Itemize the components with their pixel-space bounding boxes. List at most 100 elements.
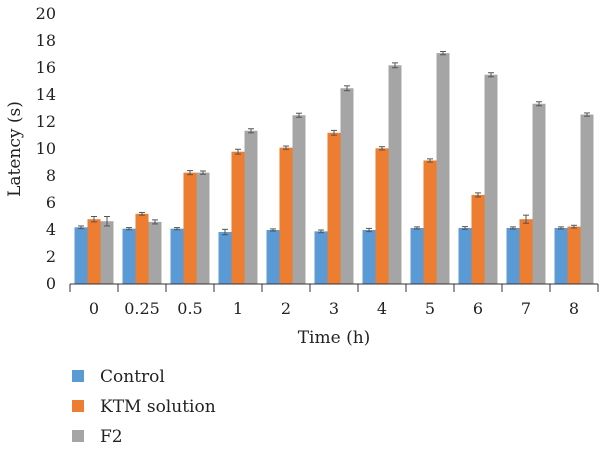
bar xyxy=(170,228,184,284)
error-bar xyxy=(283,145,289,150)
y-tick-label: 4 xyxy=(46,220,56,239)
error-bar xyxy=(126,227,132,231)
error-bar xyxy=(379,146,385,151)
bar xyxy=(183,172,197,284)
bar xyxy=(135,213,149,284)
error-bar xyxy=(488,72,494,78)
error-bar xyxy=(318,229,324,234)
error-bar xyxy=(152,219,158,225)
error-bar xyxy=(571,224,577,229)
y-tick-label: 0 xyxy=(46,274,56,293)
error-bar xyxy=(475,192,481,198)
x-tick-label: 1 xyxy=(233,299,243,318)
bar xyxy=(362,230,376,284)
bar xyxy=(218,232,232,284)
bar xyxy=(340,88,354,284)
error-bar xyxy=(462,226,468,230)
bar xyxy=(279,147,293,284)
x-tick-label: 0 xyxy=(89,299,99,318)
bar xyxy=(74,227,88,284)
y-axis-title-text: Latency (s) xyxy=(5,101,25,197)
error-bar xyxy=(558,226,564,230)
y-tick-label: 14 xyxy=(36,85,56,104)
error-bar xyxy=(440,51,446,56)
error-bar xyxy=(187,170,193,176)
legend-item: Control xyxy=(72,367,165,387)
bar xyxy=(266,230,280,284)
bar xyxy=(388,65,402,284)
error-bar xyxy=(584,112,590,117)
x-tick-label: 7 xyxy=(521,299,531,318)
bar xyxy=(436,53,450,285)
legend: Control KTM solution F2 xyxy=(72,367,216,447)
bar xyxy=(532,103,546,285)
error-bar xyxy=(248,128,254,134)
legend-item: F2 xyxy=(72,427,123,447)
bar xyxy=(100,221,114,284)
error-bar xyxy=(104,216,110,227)
error-bar xyxy=(392,62,398,69)
error-bars xyxy=(78,51,590,236)
x-axis-tick-labels: 0 0.25 0.5 1 2 3 4 5 6 7 8 xyxy=(89,299,579,318)
error-bar xyxy=(510,226,516,230)
y-axis-title: Latency (s) xyxy=(5,101,25,197)
x-axis-title: Time (h) xyxy=(298,328,371,348)
bar xyxy=(292,115,306,284)
bars xyxy=(74,53,594,285)
error-bar xyxy=(235,148,241,155)
bar xyxy=(580,114,594,284)
error-bar xyxy=(78,225,84,230)
legend-swatch xyxy=(72,400,84,412)
bar xyxy=(567,226,581,284)
bar xyxy=(484,74,498,284)
error-bar xyxy=(200,170,206,175)
x-tick-label: 0.25 xyxy=(124,299,160,318)
bar xyxy=(506,227,520,284)
error-bar xyxy=(523,214,529,224)
error-bar xyxy=(414,226,420,230)
error-bar xyxy=(296,112,302,118)
legend-swatch xyxy=(72,370,84,382)
bar xyxy=(231,151,245,284)
x-tick-label: 5 xyxy=(425,299,435,318)
error-bar xyxy=(174,227,180,231)
bar xyxy=(244,130,258,284)
x-tick-label: 0.5 xyxy=(177,299,202,318)
y-tick-label: 18 xyxy=(36,31,56,50)
bar xyxy=(519,219,533,284)
error-bar xyxy=(270,228,276,232)
error-bar xyxy=(139,211,145,216)
y-tick-label: 2 xyxy=(46,247,56,266)
x-tick-label: 2 xyxy=(281,299,291,318)
y-tick-label: 10 xyxy=(36,139,56,158)
x-axis xyxy=(69,283,599,292)
bar xyxy=(196,172,210,284)
bar xyxy=(471,194,485,284)
error-bar xyxy=(331,129,337,136)
bar xyxy=(423,160,437,284)
y-tick-label: 16 xyxy=(36,58,56,77)
legend-swatch xyxy=(72,430,84,442)
y-tick-label: 12 xyxy=(36,112,56,131)
error-bar xyxy=(366,227,372,233)
y-tick-label: 8 xyxy=(46,166,56,185)
bar xyxy=(148,221,162,284)
y-tick-label: 20 xyxy=(36,4,56,23)
bar xyxy=(458,227,472,284)
legend-label: Control xyxy=(100,367,165,387)
x-tick-label: 8 xyxy=(569,299,579,318)
bar xyxy=(375,148,389,284)
bar xyxy=(554,227,568,284)
x-tick-label: 3 xyxy=(329,299,339,318)
error-bar xyxy=(91,216,97,223)
bar xyxy=(122,228,136,284)
error-bar xyxy=(536,101,542,107)
error-bar xyxy=(344,85,350,92)
legend-item: KTM solution xyxy=(72,397,216,417)
legend-label: F2 xyxy=(100,427,123,447)
y-tick-label: 6 xyxy=(46,193,56,212)
bar xyxy=(314,231,328,284)
x-tick-label: 6 xyxy=(473,299,483,318)
error-bar xyxy=(427,158,433,163)
